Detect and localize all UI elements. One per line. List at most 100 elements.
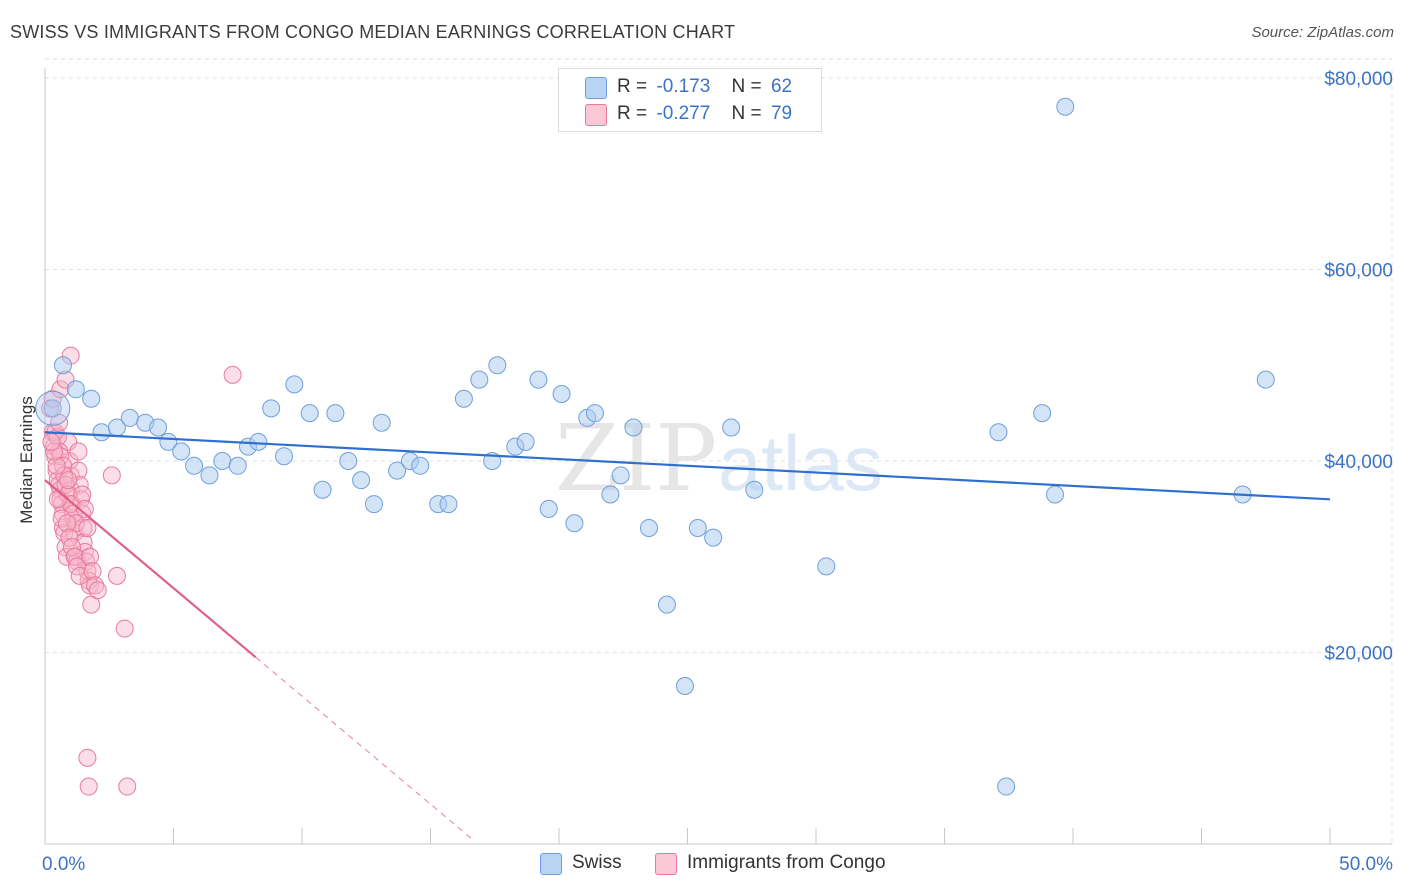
swiss-point	[262, 399, 281, 418]
congo-point	[59, 471, 78, 490]
swiss-point	[352, 471, 371, 490]
swiss-point	[53, 356, 72, 375]
congo-point	[52, 509, 71, 528]
swiss-point	[1256, 370, 1275, 389]
y-tick-label: $80,000	[1324, 69, 1393, 90]
chart-title: SWISS VS IMMIGRANTS FROM CONGO MEDIAN EA…	[10, 22, 736, 42]
watermark-atlas: atlas	[718, 419, 883, 507]
congo-point	[48, 490, 67, 509]
swiss-point	[529, 370, 548, 389]
x-tick-label-max: 50.0%	[1339, 854, 1393, 875]
congo-point	[80, 547, 99, 566]
swiss-point-cluster	[35, 390, 71, 426]
swiss-point	[372, 413, 391, 432]
congo-point	[86, 576, 105, 595]
swiss-point	[439, 495, 458, 514]
swiss-point	[989, 423, 1008, 442]
legend-swatch-swiss	[585, 77, 607, 99]
swiss-point	[326, 404, 345, 423]
swiss-point	[82, 389, 101, 408]
congo-point	[42, 432, 61, 451]
gridlines	[45, 58, 1393, 844]
swiss-point	[624, 418, 643, 437]
legend-n-label: N =	[731, 76, 762, 97]
trend-lines	[44, 431, 1331, 840]
congo-point	[69, 442, 88, 461]
swiss-point	[1056, 97, 1075, 116]
congo-point	[88, 581, 107, 600]
swiss-point	[66, 380, 85, 399]
x-tick-labels: 0.0% 50.0%	[42, 854, 1393, 875]
swiss-point	[339, 452, 358, 470]
congo-point	[73, 485, 92, 504]
swiss-point	[516, 432, 535, 451]
swiss-point	[92, 423, 111, 442]
legend-swatch-congo	[585, 104, 607, 126]
axes	[44, 68, 1392, 845]
congo-point	[102, 466, 121, 485]
y-tick-label: $20,000	[1324, 644, 1393, 665]
legend-r-label: R =	[617, 103, 648, 124]
swiss-point	[313, 480, 332, 499]
swiss-point	[817, 557, 836, 576]
congo-point	[83, 562, 102, 581]
swiss-point	[488, 356, 507, 375]
swiss-point	[454, 389, 473, 408]
swiss-point	[1046, 485, 1065, 504]
bottom-legend-label-congo: Immigrants from Congo	[687, 852, 886, 873]
legend-r-value: -0.277	[656, 103, 711, 124]
swiss-points	[35, 97, 1275, 796]
swiss-point	[213, 452, 232, 470]
swiss-point	[388, 461, 407, 480]
swiss-point	[539, 499, 558, 518]
congo-point	[115, 619, 134, 638]
swiss-point	[1033, 404, 1052, 423]
swiss-point	[285, 375, 304, 394]
congo-point	[79, 777, 98, 796]
congo-point	[44, 437, 63, 456]
y-axis-label: Median Earnings	[17, 396, 36, 524]
legend-n-label: N =	[731, 103, 762, 124]
congo-point	[78, 519, 97, 538]
swiss-point	[704, 528, 723, 547]
swiss-point	[411, 456, 430, 475]
swiss-point	[249, 432, 268, 451]
congo-point	[53, 456, 72, 475]
legend: R = -0.173 N = 62 R = -0.277 N = 79	[558, 68, 822, 132]
swiss-point	[172, 442, 191, 461]
congo-points	[41, 346, 242, 796]
swiss-point	[585, 404, 604, 423]
swiss-point	[228, 456, 247, 475]
swiss-point	[43, 399, 62, 418]
congo-trend-line-extension	[255, 656, 472, 840]
swiss-point	[997, 777, 1016, 796]
swiss-point	[300, 404, 319, 423]
swiss-point	[639, 519, 658, 538]
congo-point	[78, 748, 97, 767]
swiss-point	[722, 418, 741, 437]
y-tick-label: $40,000	[1324, 452, 1393, 473]
swiss-point	[149, 418, 168, 437]
congo-point	[75, 499, 94, 518]
swiss-point	[364, 495, 383, 514]
swiss-point	[275, 447, 294, 466]
swiss-point	[611, 466, 630, 485]
swiss-point	[185, 456, 204, 475]
source-label: Source: ZipAtlas.com	[1251, 24, 1394, 41]
swiss-point	[745, 480, 764, 499]
bottom-legend-swatch-swiss	[540, 853, 562, 875]
swiss-point	[200, 466, 219, 485]
swiss-point	[688, 519, 707, 538]
swiss-point	[120, 408, 139, 427]
swiss-point	[565, 514, 584, 533]
swiss-trend-line	[44, 431, 1331, 501]
y-tick-label: $60,000	[1324, 261, 1393, 282]
swiss-point	[601, 485, 620, 504]
congo-trend-line	[44, 479, 257, 659]
bottom-legend-swatch-congo	[655, 853, 677, 875]
congo-point	[223, 365, 242, 384]
legend-r-label: R =	[617, 76, 648, 97]
legend-n-value: 79	[770, 103, 793, 124]
x-tick-label-min: 0.0%	[42, 854, 85, 875]
